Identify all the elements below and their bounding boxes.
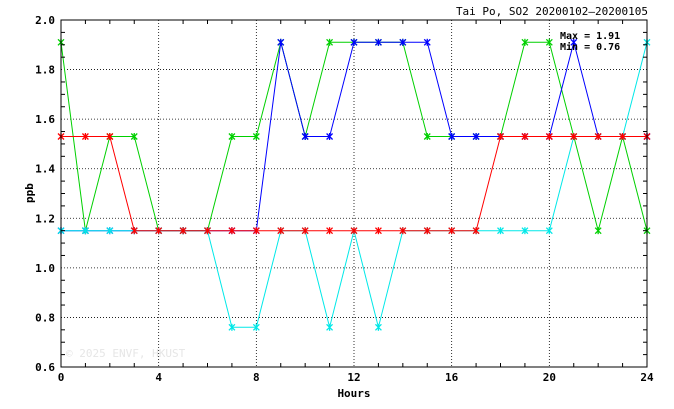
data-point — [619, 132, 627, 140]
data-point — [179, 227, 187, 235]
data-point — [106, 132, 114, 140]
data-point — [374, 227, 382, 235]
data-point — [570, 38, 578, 46]
data-point — [228, 132, 236, 140]
series-4 — [57, 132, 651, 235]
y-tick-label: 1.6 — [35, 113, 55, 126]
x-axis-label: Hours — [337, 387, 370, 400]
data-point — [252, 323, 260, 331]
x-tick-label: 16 — [445, 371, 459, 384]
data-point — [252, 227, 260, 235]
watermark: © 2025 ENVF, HKUST — [66, 347, 186, 360]
y-tick-label: 2.0 — [35, 14, 55, 27]
data-point — [497, 132, 504, 140]
data-point — [252, 132, 260, 140]
data-point — [521, 38, 529, 46]
data-point — [545, 38, 553, 46]
data-point — [423, 38, 431, 46]
data-point — [521, 227, 529, 235]
data-point — [423, 132, 431, 140]
data-point — [594, 132, 602, 140]
data-point — [326, 323, 334, 331]
data-point — [497, 227, 504, 235]
max-annotation: Max = 1.91 — [560, 31, 620, 42]
y-tick-label: 1.8 — [35, 64, 55, 77]
data-point — [570, 132, 578, 140]
series-layer — [57, 38, 651, 331]
y-axis-label: ppb — [23, 183, 36, 203]
data-point — [204, 227, 211, 235]
data-point — [277, 38, 285, 46]
x-tick-label: 8 — [253, 371, 260, 384]
data-point — [326, 132, 334, 140]
data-point — [326, 38, 334, 46]
data-point — [350, 227, 358, 235]
x-tick-label: 24 — [640, 371, 654, 384]
data-point — [301, 227, 309, 235]
grid-lines — [61, 20, 647, 367]
y-tick-label: 1.0 — [35, 262, 55, 275]
x-tick-label: 20 — [543, 371, 556, 384]
data-point — [448, 227, 456, 235]
y-tick-label: 0.6 — [35, 361, 55, 374]
data-point — [545, 227, 553, 235]
data-point — [545, 132, 553, 140]
data-point — [326, 227, 334, 235]
x-tick-label: 4 — [155, 371, 162, 384]
data-point — [350, 38, 358, 46]
data-point — [106, 227, 114, 235]
data-point — [374, 38, 382, 46]
x-tick-label: 0 — [58, 371, 65, 384]
data-point — [521, 132, 529, 140]
data-point — [155, 227, 163, 235]
data-point — [594, 227, 602, 235]
data-point — [130, 132, 138, 140]
min-annotation: Min = 0.76 — [560, 41, 620, 53]
data-point — [448, 132, 456, 140]
data-point — [399, 227, 407, 235]
data-point — [81, 227, 89, 235]
data-point — [301, 132, 309, 140]
data-point — [472, 132, 480, 140]
data-point — [423, 227, 431, 235]
series-line — [61, 136, 647, 232]
data-point — [472, 227, 480, 235]
data-point — [399, 38, 407, 46]
chart-title: Tai Po, SO2 20200102–20200105 — [456, 5, 648, 18]
data-point — [81, 132, 89, 140]
x-tick-label: 12 — [347, 371, 360, 384]
data-point — [228, 323, 236, 331]
data-point — [130, 227, 138, 235]
y-tick-label: 0.8 — [35, 311, 55, 324]
y-tick-label: 1.2 — [35, 212, 55, 225]
data-point — [228, 227, 236, 235]
data-point — [277, 227, 285, 235]
axis-ticks: 0 4 8 12 16 20 24 0.6 0.8 1.0 1.2 1.4 1.6 1.8 2.0 — [35, 14, 654, 384]
y-tick-label: 1.4 — [35, 163, 55, 176]
data-point — [374, 323, 382, 331]
